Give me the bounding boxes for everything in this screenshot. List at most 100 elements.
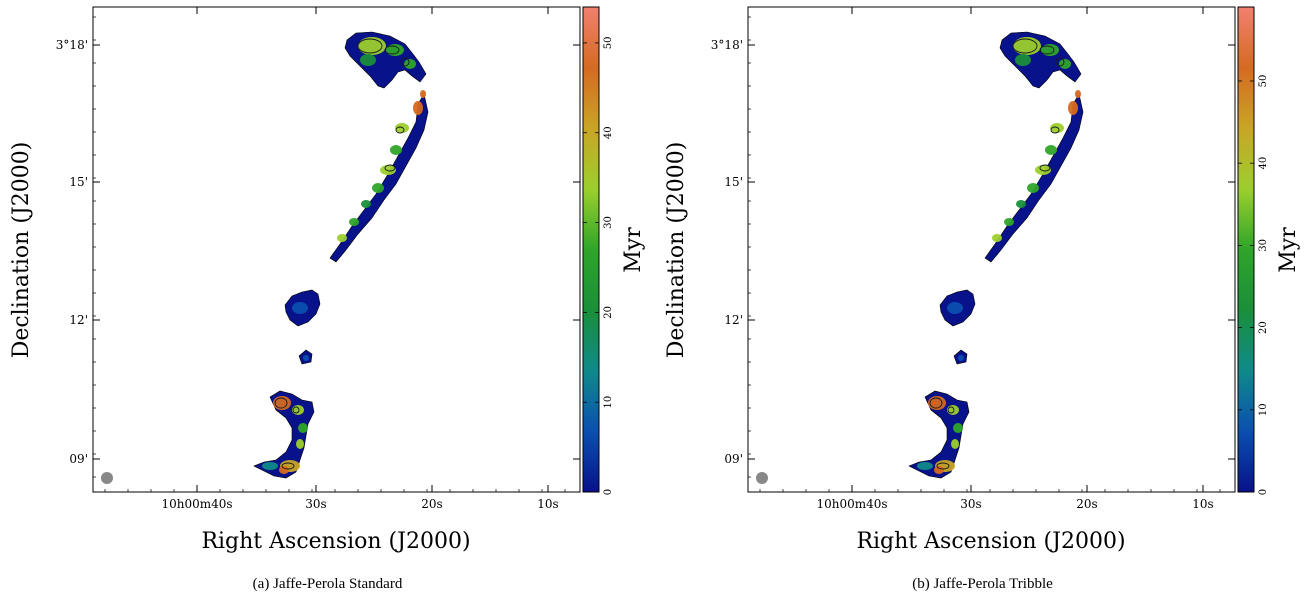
x-tick-label: 10h00m40s — [161, 497, 232, 511]
colorbar-tick-label: 30 — [603, 216, 614, 229]
age-patch — [337, 234, 347, 242]
x-tick-label: 30s — [960, 497, 981, 511]
age-patch — [273, 396, 291, 410]
contour-line — [1039, 164, 1051, 172]
colorbar-tick-label: 10 — [603, 396, 614, 409]
contour-line — [395, 126, 405, 134]
age-patch — [1035, 165, 1051, 175]
y-tick-label: 3°18' — [56, 38, 88, 52]
colorbar-tick-label: 50 — [603, 37, 614, 50]
map-figure: 3°18' 15' 12' 09' 10h00m40s 30s 20s 10s Right As… — [9, 6, 646, 554]
age-patch — [349, 218, 359, 226]
contour-line — [1039, 45, 1055, 55]
colorbar-tick-label: 40 — [1258, 157, 1269, 170]
age-patch — [1068, 101, 1078, 115]
age-patch — [951, 439, 959, 449]
colorbar-tick-label: 10 — [1258, 403, 1269, 416]
colorbar-tick-label: 50 — [1258, 75, 1269, 88]
contour-line — [947, 406, 955, 414]
panel-jaffe-perola-tribble: 3°18' 15' 12' 09' 10h00m40s 30s 20s 10s Right As… — [655, 0, 1310, 600]
y-tick-label: 15' — [69, 175, 88, 189]
age-patch — [279, 466, 289, 474]
colorbar — [1237, 6, 1255, 493]
age-patch — [992, 234, 1002, 242]
colorbar-tick-label: 20 — [603, 306, 614, 319]
x-tick-label: 10h00m40s — [816, 497, 887, 511]
y-tick-label: 15' — [724, 175, 743, 189]
age-patch — [395, 123, 409, 133]
age-patch — [361, 200, 371, 208]
colorbar-tick-label: 30 — [1258, 239, 1269, 252]
age-patch — [953, 423, 963, 433]
y-axis-title: Declination (J2000) — [9, 142, 34, 359]
age-patch — [303, 355, 309, 361]
contour-line — [1050, 126, 1060, 134]
age-patch — [934, 466, 944, 474]
contour-line — [357, 38, 383, 54]
age-patch — [947, 302, 963, 314]
age-patch — [298, 423, 308, 433]
x-tick-label: 10s — [537, 497, 558, 511]
beam-marker — [101, 472, 113, 484]
colorbar-title: Myr — [621, 227, 646, 273]
age-patch — [360, 54, 376, 66]
colorbar — [582, 6, 600, 493]
age-patch — [1041, 44, 1059, 56]
map-figure: 3°18' 15' 12' 09' 10h00m40s 30s 20s 10s Right As… — [664, 6, 1301, 554]
age-patch — [958, 355, 964, 361]
age-patch — [372, 183, 384, 193]
colorbar-tick-label: 40 — [603, 126, 614, 139]
age-patch — [1016, 200, 1026, 208]
x-axis-title: Right Ascension (J2000) — [201, 529, 470, 554]
colorbar-tick-label: 0 — [1258, 489, 1269, 495]
panel-caption: (a) Jaffe-Perola Standard — [252, 576, 403, 592]
age-patch — [928, 396, 946, 410]
age-patch — [420, 90, 426, 98]
y-tick-label: 09' — [69, 452, 88, 466]
colorbar-tick-label: 20 — [1258, 321, 1269, 334]
panel-jaffe-perola-standard: 3°18' 15' 12' 09' 10h00m40s 30s 20s 10s Right As… — [0, 0, 655, 600]
colorbar-title: Myr — [1276, 227, 1301, 273]
contour-line — [936, 462, 950, 470]
contour-line — [384, 45, 400, 55]
age-patch — [947, 405, 959, 415]
panel-caption: (b) Jaffe-Perola Tribble — [912, 576, 1053, 592]
age-patch — [292, 405, 304, 415]
x-axis-title: Right Ascension (J2000) — [856, 529, 1125, 554]
contour-line — [400, 57, 410, 67]
x-tick-label: 20s — [1076, 497, 1097, 511]
y-tick-label: 12' — [724, 313, 743, 327]
age-patch — [296, 439, 304, 449]
contour-line — [1012, 38, 1038, 54]
age-patch — [292, 302, 308, 314]
y-tick-label: 09' — [724, 452, 743, 466]
contour-line — [1055, 57, 1065, 67]
age-patch — [386, 44, 404, 56]
age-patch — [1004, 218, 1014, 226]
contour-line — [929, 397, 943, 409]
contour-line — [384, 164, 396, 172]
age-patch — [1045, 145, 1057, 155]
age-patch — [1075, 90, 1081, 98]
age-patch — [380, 165, 396, 175]
age-patch — [413, 101, 423, 115]
contour-line — [281, 462, 295, 470]
age-patch — [1015, 54, 1031, 66]
x-tick-label: 20s — [421, 497, 442, 511]
beam-marker — [756, 472, 768, 484]
x-tick-label: 30s — [305, 497, 326, 511]
colorbar-tick-label: 0 — [603, 489, 614, 495]
y-tick-label: 3°18' — [711, 38, 743, 52]
y-axis-title: Declination (J2000) — [664, 142, 689, 359]
age-patch — [404, 59, 416, 69]
age-patch — [262, 462, 278, 470]
age-patch — [390, 145, 402, 155]
y-tick-label: 12' — [69, 313, 88, 327]
contour-line — [292, 406, 300, 414]
x-tick-label: 10s — [1192, 497, 1213, 511]
contour-line — [274, 397, 288, 409]
age-patch — [1050, 123, 1064, 133]
age-patch — [917, 462, 933, 470]
age-patch — [1027, 183, 1039, 193]
age-patch — [1059, 59, 1071, 69]
